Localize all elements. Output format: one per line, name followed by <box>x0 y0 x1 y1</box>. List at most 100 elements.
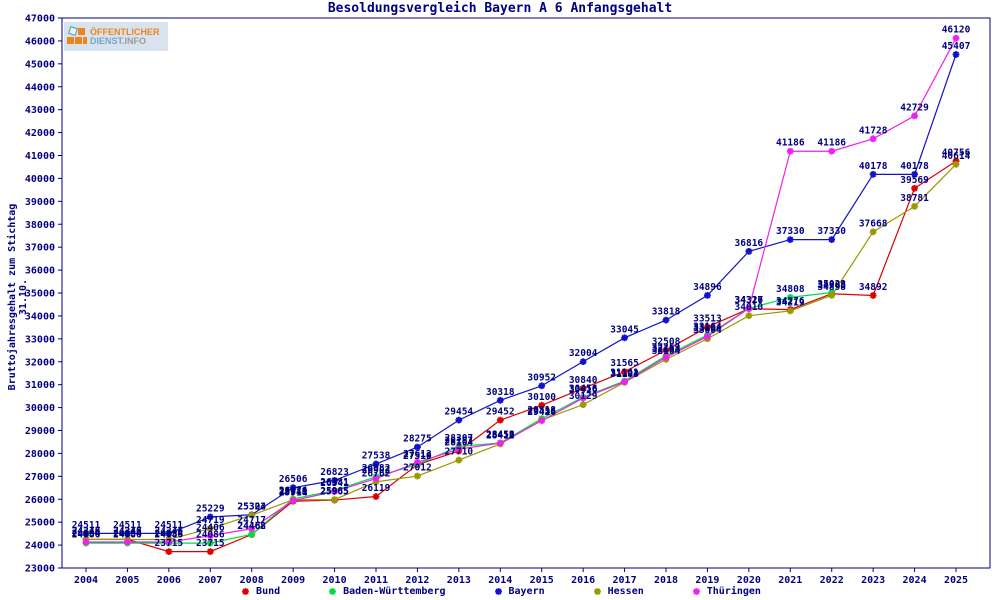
svg-text:24086: 24086 <box>196 530 225 541</box>
y-axis-title: Bruttojahresgehalt zum Stichtag 31.10. <box>7 203 29 391</box>
svg-text:26982: 26982 <box>362 463 391 474</box>
svg-text:29518: 29518 <box>527 405 556 416</box>
svg-text:26341: 26341 <box>320 478 349 489</box>
svg-text:2025: 2025 <box>944 575 968 586</box>
svg-text:24000: 24000 <box>25 541 55 552</box>
svg-text:33164: 33164 <box>693 322 722 333</box>
svg-text:28456: 28456 <box>486 429 515 440</box>
svg-text:38781: 38781 <box>900 193 929 204</box>
svg-text:24719: 24719 <box>196 515 225 526</box>
svg-text:24468: 24468 <box>237 521 266 532</box>
svg-text:40178: 40178 <box>900 161 929 172</box>
svg-text:32194: 32194 <box>652 344 681 355</box>
svg-text:47000: 47000 <box>25 14 55 25</box>
svg-text:37000: 37000 <box>25 243 55 254</box>
legend-marker-icon <box>242 588 249 595</box>
legend-item-hessen: Hessen <box>591 586 644 597</box>
svg-text:2018: 2018 <box>654 575 678 586</box>
svg-text:33513: 33513 <box>693 314 722 325</box>
svg-text:30100: 30100 <box>527 392 556 403</box>
svg-text:29000: 29000 <box>25 426 55 437</box>
plot-border <box>61 17 991 569</box>
svg-text:31000: 31000 <box>25 380 55 391</box>
chart-legend: Bund Baden-Württemberg Bayern Hessen Thüring… <box>0 586 1000 597</box>
svg-text:27612: 27612 <box>403 449 432 460</box>
svg-text:2014: 2014 <box>488 575 512 586</box>
series-bund <box>82 157 960 556</box>
svg-text:42000: 42000 <box>25 128 55 139</box>
svg-text:2011: 2011 <box>364 575 388 586</box>
logo-squares-icon <box>67 25 87 46</box>
x-axis: 2004 2005 2006 2007 2008 2009 2010 2011 2012 2013… <box>74 568 968 586</box>
svg-text:34327: 34327 <box>735 295 764 306</box>
legend-marker-icon <box>494 588 502 595</box>
svg-text:32259: 32259 <box>652 342 681 353</box>
svg-text:31161: 31161 <box>610 367 639 378</box>
svg-text:26823: 26823 <box>320 467 349 478</box>
svg-text:41186: 41186 <box>817 138 846 149</box>
svg-text:33045: 33045 <box>610 324 639 335</box>
svg-text:44000: 44000 <box>25 82 55 93</box>
svg-text:30840: 30840 <box>569 375 598 386</box>
svg-text:37330: 37330 <box>776 226 805 237</box>
svg-text:28452: 28452 <box>486 430 515 441</box>
svg-text:45407: 45407 <box>942 41 971 52</box>
svg-text:29452: 29452 <box>486 407 515 418</box>
svg-text:24086: 24086 <box>113 530 142 541</box>
svg-text:39569: 39569 <box>900 175 929 186</box>
svg-text:28187: 28187 <box>445 436 474 447</box>
svg-text:37330: 37330 <box>817 226 846 237</box>
svg-text:26119: 26119 <box>362 483 391 494</box>
svg-text:40178: 40178 <box>859 161 888 172</box>
svg-text:2017: 2017 <box>613 575 637 586</box>
svg-text:28104: 28104 <box>445 438 474 449</box>
svg-text:2006: 2006 <box>157 575 181 586</box>
svg-text:29456: 29456 <box>527 407 556 418</box>
svg-text:24248: 24248 <box>72 526 101 537</box>
svg-text:27000: 27000 <box>25 472 55 483</box>
svg-text:33818: 33818 <box>652 307 681 318</box>
svg-text:23000: 23000 <box>25 564 55 575</box>
svg-text:35023: 35023 <box>817 279 846 290</box>
svg-text:26902: 26902 <box>362 465 391 476</box>
svg-text:24511: 24511 <box>72 520 101 531</box>
svg-text:40756: 40756 <box>942 148 971 159</box>
svg-text:2012: 2012 <box>405 575 429 586</box>
svg-text:24246: 24246 <box>155 526 184 537</box>
svg-text:31124: 31124 <box>610 368 639 379</box>
svg-text:28000: 28000 <box>25 449 55 460</box>
svg-text:27510: 27510 <box>403 451 432 462</box>
svg-text:26014: 26014 <box>279 485 308 496</box>
legend-marker-icon <box>692 588 700 595</box>
svg-text:41728: 41728 <box>859 125 888 136</box>
svg-text:26000: 26000 <box>25 495 55 506</box>
legend-marker-icon <box>593 588 601 595</box>
svg-text:30952: 30952 <box>527 372 556 383</box>
svg-text:24511: 24511 <box>155 520 184 531</box>
svg-text:33004: 33004 <box>693 325 722 336</box>
svg-text:2023: 2023 <box>861 575 885 586</box>
svg-text:30000: 30000 <box>25 403 55 414</box>
svg-text:25304: 25304 <box>237 502 266 513</box>
svg-text:26762: 26762 <box>362 468 391 479</box>
svg-text:2005: 2005 <box>115 575 139 586</box>
svg-text:24086: 24086 <box>72 530 101 541</box>
oeffentlicher-dienst-logo[interactable]: ÖFFENTLICHER DIENST.INFO <box>64 22 168 51</box>
svg-text:2007: 2007 <box>198 575 222 586</box>
svg-text:46120: 46120 <box>942 25 971 36</box>
legend-label: Hessen <box>607 586 644 597</box>
svg-text:24134: 24134 <box>155 529 184 540</box>
svg-text:25000: 25000 <box>25 518 55 529</box>
svg-text:34968: 34968 <box>817 280 846 291</box>
svg-text:41000: 41000 <box>25 151 55 162</box>
svg-text:24248: 24248 <box>113 526 142 537</box>
svg-text:2016: 2016 <box>571 575 595 586</box>
svg-text:23715: 23715 <box>196 538 225 549</box>
legend-label: Bund <box>256 586 281 597</box>
svg-text:31565: 31565 <box>610 358 639 369</box>
svg-text:2015: 2015 <box>530 575 554 586</box>
svg-text:34898: 34898 <box>817 282 846 293</box>
legend-label: Bayern <box>508 586 545 597</box>
svg-text:23715: 23715 <box>155 538 184 549</box>
